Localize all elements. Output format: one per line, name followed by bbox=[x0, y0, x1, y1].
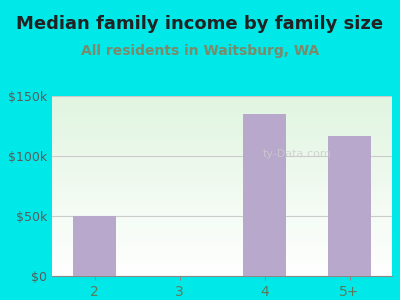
Bar bbox=[243, 114, 286, 276]
Text: Median family income by family size: Median family income by family size bbox=[16, 15, 384, 33]
Bar bbox=[73, 216, 116, 276]
Bar bbox=[328, 136, 371, 276]
Text: All residents in Waitsburg, WA: All residents in Waitsburg, WA bbox=[81, 44, 319, 58]
Text: ty-Data.com: ty-Data.com bbox=[263, 148, 332, 159]
